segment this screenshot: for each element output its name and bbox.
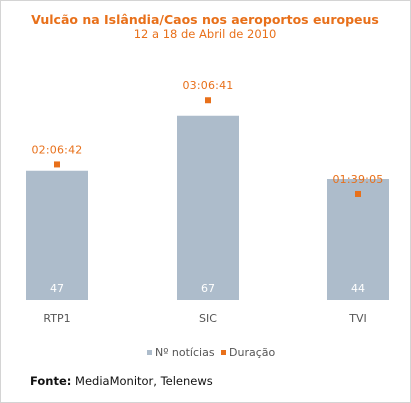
bar-tvi	[327, 179, 389, 300]
bar-value-sic: 67	[201, 282, 215, 295]
category-label-tvi: TVI	[348, 312, 367, 325]
source-text: MediaMonitor, Telenews	[75, 374, 213, 388]
category-label-sic: SIC	[199, 312, 217, 325]
bar-value-rtp1: 47	[50, 282, 64, 295]
duration-marker-tvi	[355, 190, 361, 197]
chart-subtitle: 12 a 18 de Abril de 2010	[134, 27, 277, 41]
plot-area: 47 02:06:42 RTP1 67 03:06:41 SIC 44 01:39:05 TVI	[26, 79, 389, 325]
source-label: Fonte:	[30, 374, 72, 388]
duration-label-tvi: 01:39:05	[332, 173, 383, 186]
legend-swatch-noticias	[147, 350, 152, 355]
chart-title: Vulcão na Islândia/Caos nos aeroportos e…	[31, 12, 379, 27]
duration-label-rtp1: 02:06:42	[31, 143, 82, 156]
duration-label-sic: 03:06:41	[182, 79, 233, 92]
legend-label-duracao: Duração	[229, 346, 275, 359]
legend-label-noticias: Nº notícias	[155, 346, 215, 359]
bar-rtp1	[26, 170, 88, 300]
bar-sic	[177, 115, 239, 300]
bar-value-tvi: 44	[351, 282, 365, 295]
category-label-rtp1: RTP1	[43, 312, 70, 325]
legend-swatch-duracao	[221, 350, 226, 355]
duration-marker-rtp1	[54, 161, 60, 168]
source-note: Fonte: MediaMonitor, Telenews	[30, 374, 213, 388]
legend: Nº notícias Duração	[147, 346, 275, 359]
duration-marker-sic	[205, 97, 211, 104]
